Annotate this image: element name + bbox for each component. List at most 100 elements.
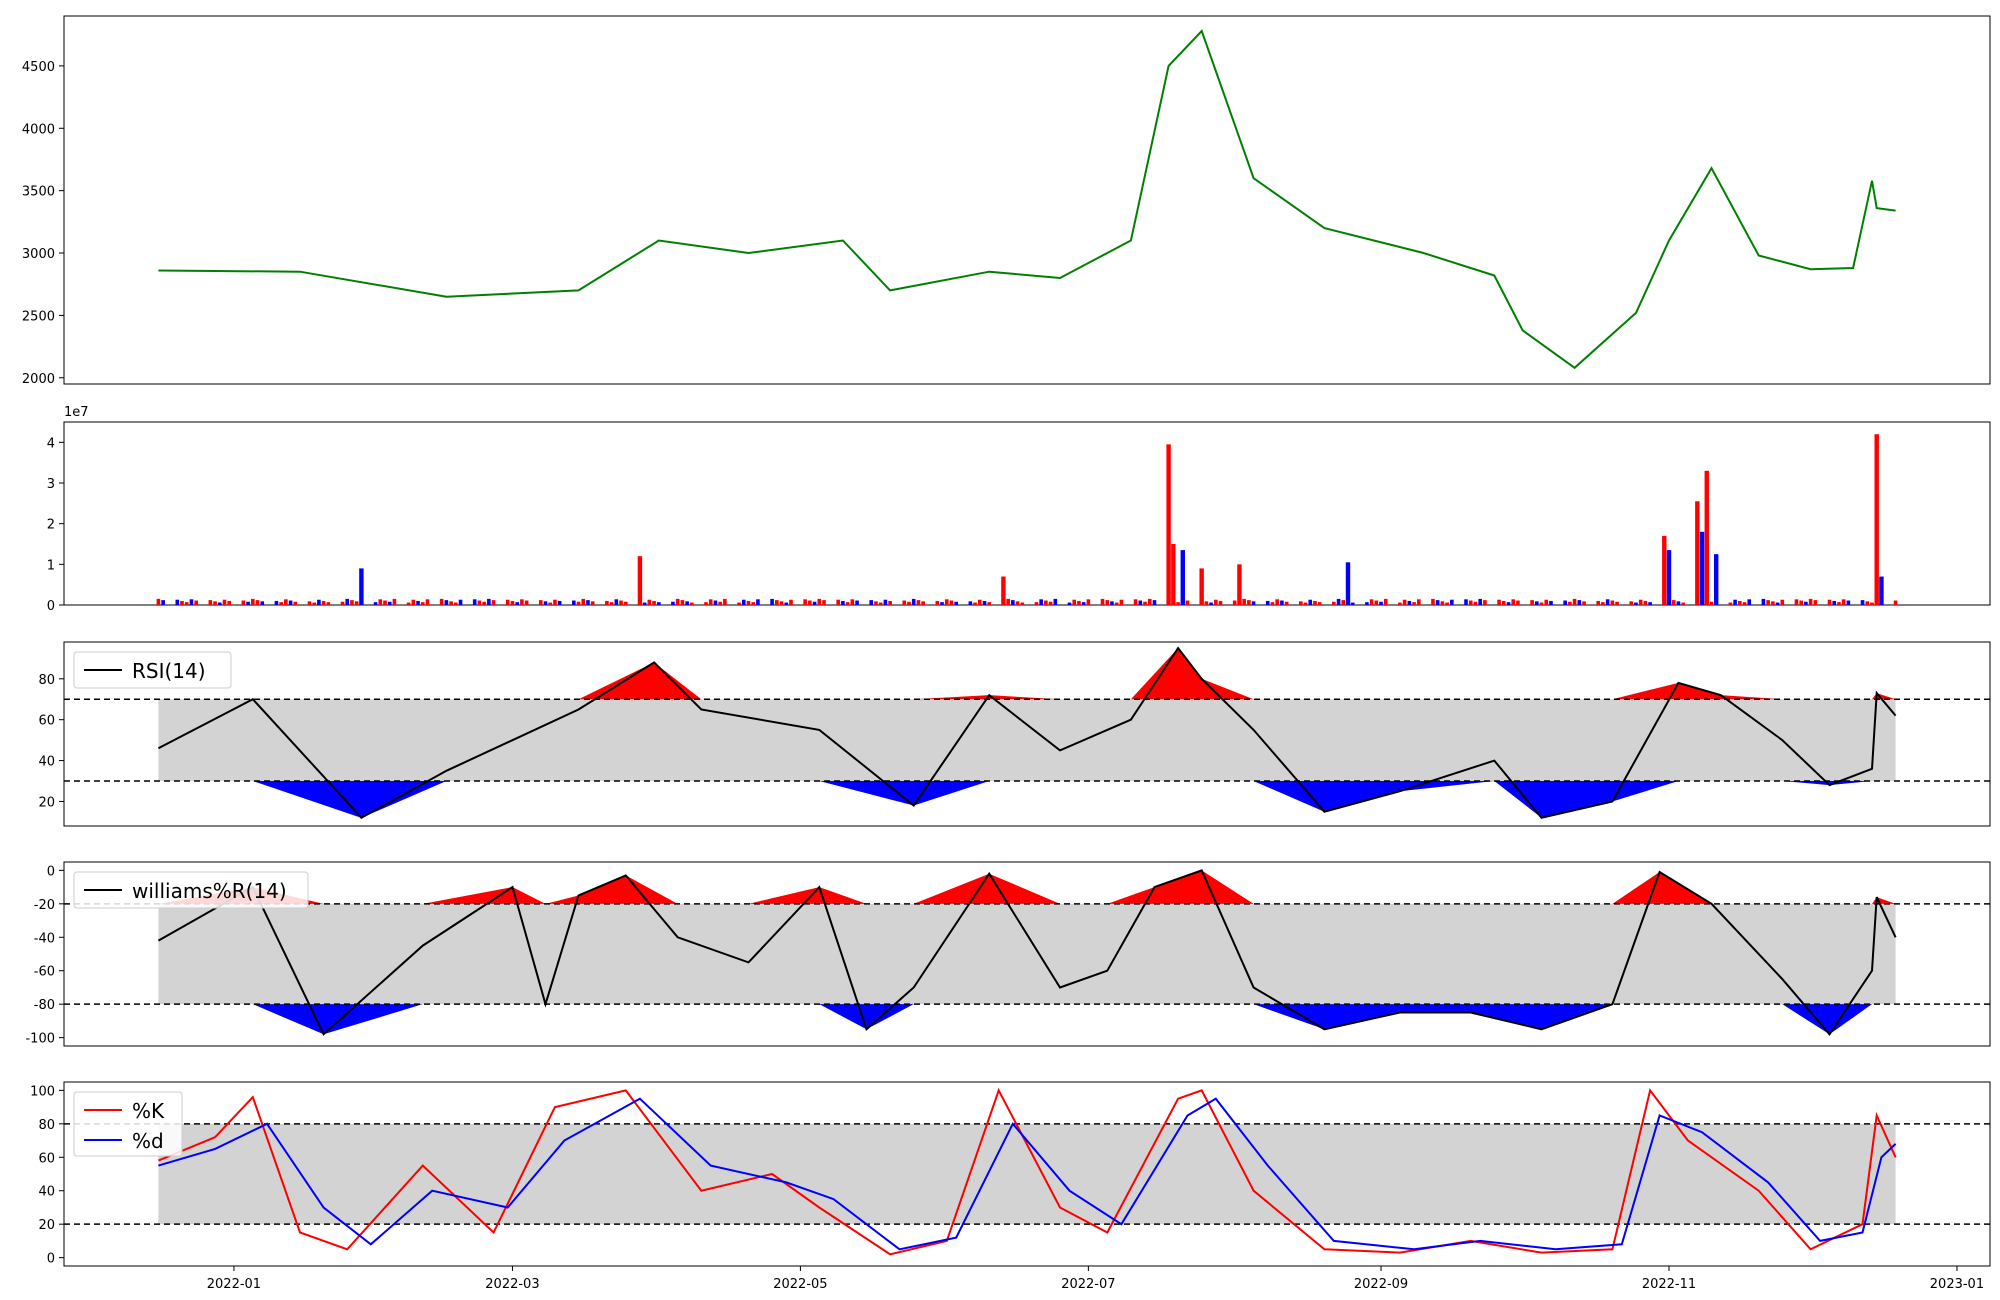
williams-panel: 0 -20 -40 -60 -80 -100 williams%R(14)	[25, 861, 1991, 1047]
volume-bar	[1539, 602, 1544, 605]
volume-bar	[1671, 600, 1676, 605]
volume-bar	[1209, 602, 1213, 605]
volume-bar	[1648, 602, 1652, 605]
volume-bar	[921, 601, 925, 605]
stochastic-panel: 0 20 40 60 80 100 %K %d 2022-01 2022-03 2022-05 202…	[30, 1081, 1991, 1292]
volume-bar	[378, 599, 383, 605]
volume-bar	[1332, 601, 1336, 605]
volume-bar	[345, 598, 350, 605]
volume-bar	[293, 601, 298, 605]
plot-frame	[63, 1081, 1991, 1267]
volume-bar	[1662, 535, 1667, 605]
volume-bar	[770, 598, 774, 605]
y-tick-label: 4500	[22, 60, 55, 75]
volume-bar	[1577, 600, 1582, 605]
y-tick-label: 60	[38, 1151, 55, 1166]
volume-bar	[184, 602, 189, 605]
volume-bar	[491, 600, 496, 605]
volume-bar	[392, 598, 397, 605]
volume-bar	[1804, 601, 1808, 605]
volume-bar	[213, 601, 217, 605]
volume-bar	[1341, 600, 1346, 605]
volume-bar	[454, 602, 458, 605]
volume-bar	[944, 599, 949, 605]
legend-label: %K	[132, 1099, 165, 1123]
volume-bar	[255, 600, 260, 605]
y-tick-label: 20	[38, 795, 55, 810]
volume-bar	[1105, 600, 1110, 605]
plot-frame	[63, 641, 1991, 827]
volume-bar	[1643, 600, 1648, 605]
x-tick-label: 2022-09	[1354, 1277, 1408, 1292]
volume-bar	[642, 602, 647, 605]
volume-panel: 0 1 2 3 4 1e7	[47, 405, 1991, 614]
volume-bar	[1053, 598, 1058, 605]
volume-bar	[1666, 550, 1672, 605]
volume-bar	[609, 602, 614, 605]
volume-bar	[1874, 434, 1879, 605]
volume-bar	[312, 602, 316, 605]
volume-bar	[1214, 599, 1218, 605]
volume-bar	[520, 599, 524, 605]
volume-bar	[581, 598, 586, 605]
volume-bar	[1143, 601, 1147, 605]
volume-bar	[590, 601, 595, 605]
volume-bar	[784, 602, 789, 605]
volume-bar	[1771, 601, 1775, 605]
volume-bar	[246, 601, 250, 605]
volume-bar	[1440, 601, 1445, 605]
volume-bar	[274, 600, 279, 605]
volume-bar	[557, 600, 562, 605]
volume-bar	[874, 601, 878, 605]
volume-bar	[472, 599, 477, 605]
volume-bar	[1350, 602, 1355, 605]
legend-box	[73, 1091, 183, 1157]
volume-bar	[1478, 598, 1482, 605]
volume-bar	[614, 599, 619, 605]
volume-bar	[288, 600, 293, 605]
volume-bar	[189, 599, 194, 605]
plot-frame	[63, 15, 1991, 385]
volume-bar	[406, 602, 411, 605]
volume-bar	[477, 600, 482, 605]
volume-bar	[1813, 600, 1818, 605]
volume-bar	[420, 602, 425, 605]
y-tick-label: 1	[47, 558, 55, 573]
volume-bar	[425, 599, 430, 605]
legend-box	[73, 871, 309, 909]
volume-bar	[1374, 600, 1379, 605]
volume-bar	[1284, 601, 1289, 605]
volume-bar	[1544, 599, 1549, 605]
volume-bar	[1738, 600, 1742, 605]
legend-label: %d	[132, 1129, 164, 1153]
volume-bar	[1780, 599, 1785, 605]
volume-bar	[746, 600, 751, 605]
volume-bar	[1634, 602, 1638, 605]
volume-bar	[524, 600, 529, 605]
volume-bar	[439, 598, 444, 605]
volume-bar	[411, 599, 416, 605]
volume-bar	[977, 599, 982, 605]
volume-bar	[1870, 602, 1874, 605]
volume-bar	[1251, 601, 1256, 605]
volume-bar	[789, 599, 793, 605]
volume-bar	[1398, 602, 1402, 605]
volume-bar	[723, 598, 727, 605]
volume-bar	[1582, 601, 1586, 605]
volume-bar	[878, 602, 883, 605]
volume-bar	[548, 602, 553, 605]
y-tick-label: 2	[47, 518, 55, 533]
volume-bar	[1530, 600, 1534, 605]
volume-bar	[1138, 600, 1143, 605]
x-tick-label: 2022-01	[207, 1277, 261, 1292]
plot-frame	[63, 861, 1991, 1047]
volume-bar	[1317, 602, 1322, 605]
volume-bar	[1077, 600, 1081, 605]
volume-bar	[1860, 600, 1865, 605]
volume-bar	[1114, 602, 1119, 605]
williams-line	[157, 869, 1897, 1036]
volume-bar	[704, 602, 708, 605]
y-tick-label: 2000	[22, 372, 55, 387]
volume-bar	[156, 598, 161, 605]
volume-bar	[1265, 600, 1270, 605]
